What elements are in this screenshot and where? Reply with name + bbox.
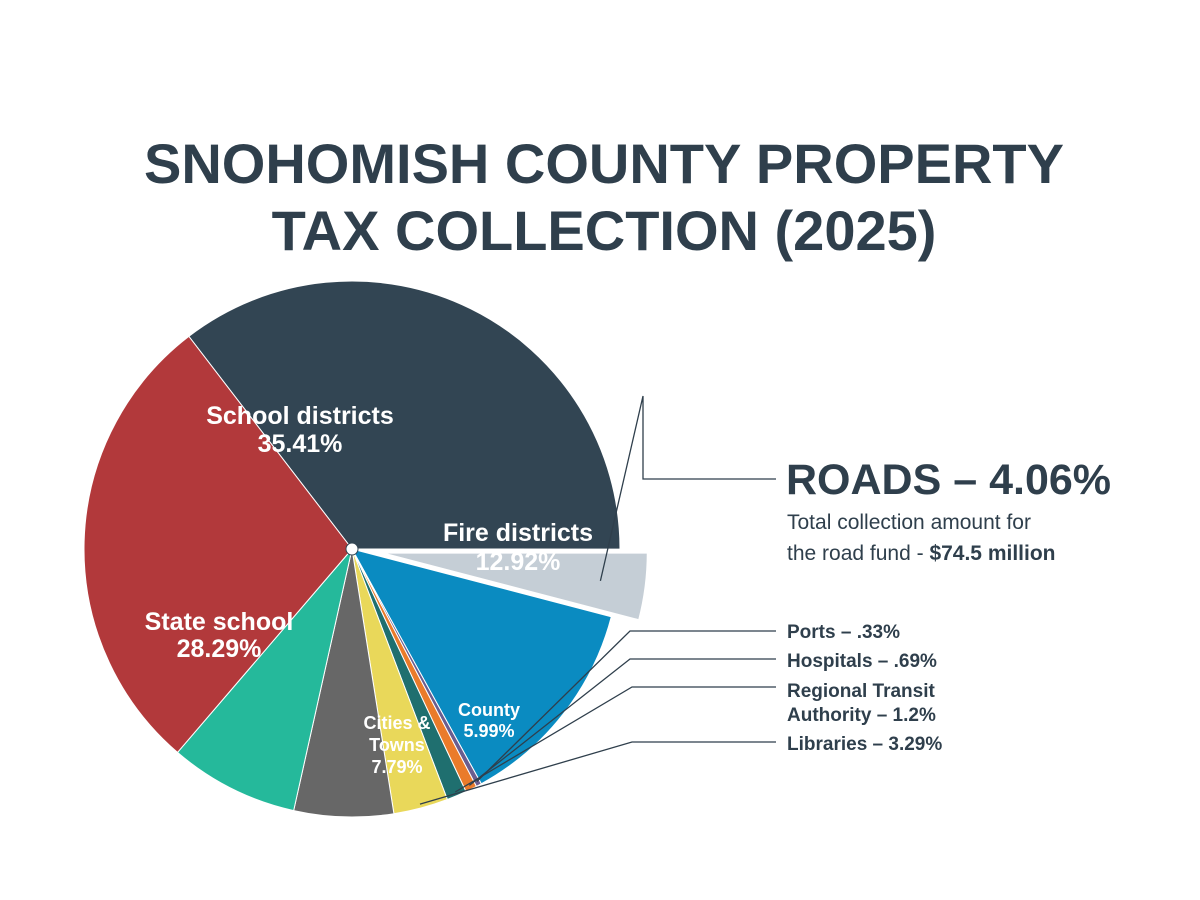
slice-label-school-districts: School districts 35.41% (206, 402, 394, 458)
side-labels: Ports – .33% Hospitals – .69% Regional Tra… (787, 622, 942, 755)
leader-line-regional-transit-authority (454, 686, 776, 793)
leader-line-libraries (419, 741, 776, 805)
slice-school-districts (188, 280, 621, 550)
slice-cities-and-towns (176, 548, 353, 812)
leader-line-ports (476, 630, 776, 782)
leader-line-hospitals (468, 658, 776, 786)
slice-label-county: County 5.99% (458, 700, 520, 741)
side-label-ports: Ports – .33% (787, 622, 900, 643)
pie-slice-labels: School districts 35.41% Fire districts 12.9… (145, 402, 593, 777)
slice-label-cities-and-towns: Cities & Towns 7.79% (363, 713, 430, 777)
pie-slices (83, 280, 649, 818)
slice-state-school (83, 335, 353, 754)
chart-title: SNOHOMISH COUNTY PROPERTY TAX COLLECTION… (144, 132, 1064, 262)
slice-label-fire-districts: Fire districts 12.92% (443, 519, 593, 576)
slice-label-state-school: State school 28.29% (145, 608, 294, 663)
slice-roads (379, 551, 649, 622)
leader-line-roads (599, 395, 776, 582)
roads-callout-heading: ROADS – 4.06% (786, 456, 1111, 504)
side-label-hospitals: Hospitals – .69% (787, 651, 937, 672)
leader-lines (419, 395, 776, 805)
roads-callout-note-line-1: Total collection amount for (787, 511, 1031, 534)
chart-title-line-1: SNOHOMISH COUNTY PROPERTY (144, 132, 1064, 195)
pie-center-dot (345, 542, 359, 556)
roads-callout-note-line-2: the road fund - $74.5 million (787, 542, 1056, 565)
chart-title-line-2: TAX COLLECTION (2025) (272, 199, 937, 262)
side-label-libraries: Libraries – 3.29% (787, 734, 942, 755)
side-label-regional-transit-authority: Regional Transit Authority – 1.2% (787, 681, 936, 726)
roads-callout: ROADS – 4.06% Total collection amount for… (786, 456, 1111, 565)
